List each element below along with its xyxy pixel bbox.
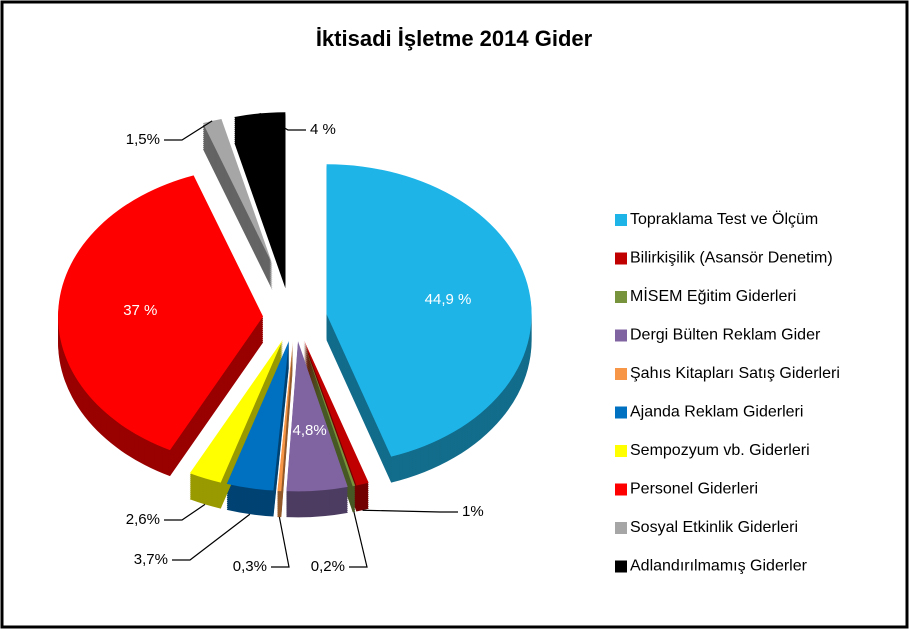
legend-label: Sosyal Etkinlik Giderleri	[630, 519, 798, 536]
data-label: 1,5%	[126, 131, 160, 148]
data-label: 2,6%	[126, 511, 160, 528]
legend-label: MİSEM Eğitim Giderleri	[630, 286, 796, 305]
slice	[302, 340, 356, 487]
legend-swatch	[615, 252, 627, 265]
legend-label: Şahıs Kitapları Satış Giderleri	[630, 365, 840, 382]
legend-swatch	[615, 214, 627, 226]
slice	[202, 119, 273, 265]
legend-swatch	[615, 329, 627, 342]
data-label: 37 %	[123, 302, 157, 319]
data-label: 4,8%	[292, 422, 326, 439]
leader-line	[172, 513, 251, 561]
slice	[326, 164, 532, 457]
data-label: 0,3%	[233, 558, 267, 575]
chart-title: İktisadi İşletme 2014 Gider	[316, 26, 593, 51]
legend-swatch	[615, 368, 627, 380]
data-label: 44,9 %	[425, 291, 472, 308]
legend-label: Dergi Bülten Reklam Gider	[630, 327, 821, 344]
legend-swatch	[615, 406, 627, 419]
leader-line	[164, 503, 206, 521]
legend-swatch	[615, 445, 627, 457]
legend-label: Bilirkişilik (Asansör Denetim)	[630, 250, 833, 267]
legend-label: Adlandırılmamış Giderler	[630, 558, 808, 575]
legend-swatch	[615, 483, 627, 496]
legend-label: Topraklama Test ve Ölçüm	[630, 210, 818, 228]
leader-line	[362, 509, 458, 513]
legend-label: Ajanda Reklam Giderleri	[630, 404, 803, 421]
legend-label: Personel Giderleri	[630, 481, 758, 498]
slice	[58, 175, 264, 451]
leader-line	[349, 511, 368, 568]
slice	[277, 341, 293, 492]
slice	[189, 339, 283, 483]
leader-line	[164, 120, 213, 141]
data-label: 1%	[462, 503, 484, 520]
slice	[286, 341, 348, 492]
leader-line	[259, 112, 306, 131]
legend-swatch	[615, 560, 627, 573]
legend-swatch	[615, 522, 627, 534]
data-label: 3,7%	[134, 551, 168, 568]
data-label: 0,2%	[311, 558, 345, 575]
slice	[226, 340, 289, 491]
slice	[234, 112, 286, 263]
data-label: 4 %	[310, 121, 336, 138]
legend-label: Sempozyum vb. Giderleri	[630, 442, 810, 459]
leader-line	[271, 516, 290, 568]
legend-swatch	[615, 291, 627, 303]
slice	[304, 340, 369, 486]
